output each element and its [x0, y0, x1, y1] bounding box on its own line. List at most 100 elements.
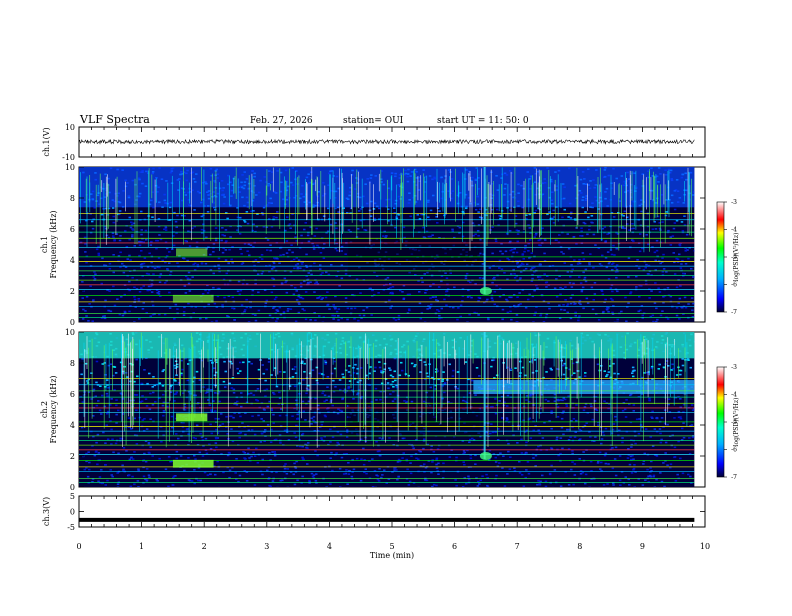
noise-pixel	[365, 473, 368, 475]
noise-pixel	[593, 234, 596, 236]
noise-pixel	[552, 210, 555, 212]
noise-pixel	[624, 211, 627, 213]
noise-pixel	[325, 399, 328, 401]
noise-pixel	[129, 459, 132, 461]
noise-pixel	[257, 273, 260, 275]
noise-pixel	[658, 368, 661, 370]
noise-pixel	[438, 210, 441, 212]
noise-pixel	[244, 434, 247, 436]
y-tick-label: 6	[70, 225, 75, 234]
noise-pixel	[501, 467, 504, 469]
noise-pixel	[332, 405, 335, 407]
noise-pixel	[506, 417, 509, 419]
noise-pixel	[479, 277, 482, 279]
noise-pixel	[270, 441, 273, 443]
noise-pixel	[160, 441, 163, 443]
noise-pixel	[135, 409, 138, 411]
noise-pixel	[243, 311, 246, 313]
noise-pixel	[631, 223, 634, 225]
noise-pixel	[320, 437, 323, 439]
noise-pixel	[291, 415, 294, 417]
y-tick-label: 10	[65, 123, 75, 132]
noise-pixel	[158, 267, 161, 269]
noise-pixel	[700, 456, 703, 458]
noise-pixel	[150, 315, 153, 317]
noise-pixel	[188, 272, 191, 274]
noise-pixel	[639, 233, 642, 235]
noise-pixel	[169, 307, 172, 309]
noise-pixel	[302, 446, 305, 448]
noise-pixel	[661, 310, 664, 312]
noise-pixel	[293, 259, 296, 261]
noise-pixel	[697, 184, 700, 186]
noise-pixel	[381, 438, 384, 440]
noise-pixel	[201, 263, 204, 265]
noise-pixel	[393, 207, 396, 209]
noise-pixel	[682, 473, 685, 475]
noise-pixel	[654, 302, 657, 304]
noise-pixel	[694, 250, 697, 252]
noise-pixel	[392, 381, 395, 383]
noise-pixel	[392, 376, 395, 378]
noise-pixel	[555, 278, 558, 280]
noise-pixel	[113, 366, 116, 368]
noise-pixel	[673, 228, 676, 230]
noise-pixel	[149, 393, 152, 395]
noise-pixel	[682, 273, 685, 275]
noise-pixel	[499, 218, 502, 220]
noise-pixel	[296, 257, 299, 259]
noise-pixel	[530, 437, 533, 439]
noise-pixel	[377, 292, 380, 294]
noise-pixel	[173, 476, 176, 478]
noise-pixel	[276, 310, 279, 312]
noise-pixel	[85, 467, 88, 469]
noise-pixel	[106, 393, 109, 395]
noise-pixel	[599, 452, 602, 454]
noise-pixel	[665, 271, 668, 273]
noise-pixel	[633, 464, 636, 466]
noise-pixel	[152, 273, 155, 275]
noise-pixel	[230, 259, 233, 261]
noise-pixel	[627, 276, 630, 278]
noise-pixel	[218, 401, 221, 403]
noise-pixel	[513, 273, 516, 275]
noise-pixel	[314, 450, 317, 452]
noise-pixel	[680, 267, 683, 269]
noise-pixel	[614, 267, 617, 269]
noise-pixel	[296, 480, 299, 482]
noise-pixel	[528, 473, 531, 475]
noise-pixel	[656, 417, 659, 419]
noise-pixel	[539, 433, 542, 435]
noise-pixel	[436, 309, 439, 311]
noise-pixel	[499, 452, 502, 454]
noise-pixel	[621, 442, 624, 444]
noise-pixel	[556, 296, 559, 298]
noise-pixel	[158, 314, 161, 316]
noise-pixel	[115, 422, 118, 424]
noise-pixel	[638, 433, 641, 435]
noise-pixel	[699, 312, 702, 314]
noise-pixel	[196, 425, 199, 427]
noise-pixel	[660, 442, 663, 444]
noise-pixel	[639, 251, 642, 253]
noise-pixel	[119, 240, 122, 242]
noise-pixel	[392, 286, 395, 288]
noise-pixel	[601, 438, 604, 440]
noise-pixel	[599, 263, 602, 265]
noise-pixel	[275, 258, 278, 260]
noise-pixel	[465, 208, 468, 210]
noise-pixel	[137, 470, 140, 472]
noise-pixel	[140, 211, 143, 213]
noise-pixel	[314, 235, 317, 237]
noise-pixel	[655, 479, 658, 481]
noise-pixel	[654, 282, 657, 284]
noise-pixel	[561, 217, 564, 219]
noise-pixel	[313, 416, 316, 418]
noise-pixel	[617, 319, 620, 321]
noise-pixel	[231, 262, 234, 264]
noise-pixel	[140, 264, 143, 266]
noise-pixel	[302, 433, 305, 435]
noise-pixel	[535, 455, 538, 457]
noise-pixel	[584, 372, 587, 374]
noise-pixel	[263, 373, 266, 375]
